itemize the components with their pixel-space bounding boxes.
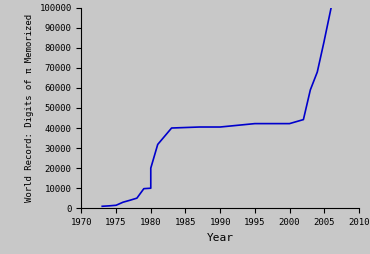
X-axis label: Year: Year [207,233,233,243]
Y-axis label: World Record: Digits of π Memorized: World Record: Digits of π Memorized [25,14,34,202]
